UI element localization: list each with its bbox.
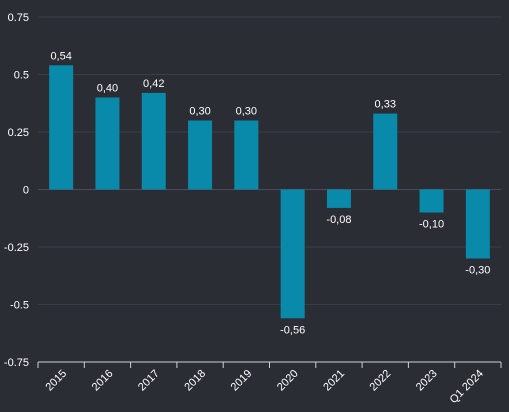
data-label: 0,33	[375, 99, 396, 111]
data-label: 0,42	[143, 78, 164, 90]
bar-2019	[234, 120, 259, 190]
x-tick-label: 2019	[229, 368, 255, 394]
data-label: -0,08	[326, 214, 351, 226]
bar-2022	[373, 113, 398, 190]
bar-q1-2024	[465, 189, 490, 259]
data-label: 0,30	[236, 106, 257, 118]
bar-2015	[49, 65, 74, 190]
y-tick-label: -0.75	[4, 357, 29, 369]
x-tick-label: 2023	[414, 368, 440, 394]
x-tick-label: 2021	[321, 368, 347, 394]
data-label: 0,40	[97, 83, 118, 95]
data-labels: 0,54 0,40 0,42 0,30 0,30 -0,56 -0,08 0,33 -0,10 -…	[50, 50, 490, 336]
data-label: -0,56	[280, 324, 305, 336]
y-tick-label: 0.25	[8, 127, 29, 139]
y-tick-label: -0.25	[4, 242, 29, 254]
bar-2017	[141, 92, 166, 190]
y-tick-label: -0.5	[10, 300, 29, 312]
bar-2023	[419, 189, 444, 213]
bar-2020	[280, 189, 305, 319]
data-label: 0,54	[50, 50, 71, 62]
bar-2016	[95, 97, 120, 190]
bar-2021	[326, 189, 351, 208]
y-tick-label: 0.5	[14, 70, 29, 82]
x-tick-label: 2015	[43, 368, 69, 394]
data-label: -0,10	[419, 219, 444, 231]
data-label: -0,30	[465, 265, 490, 277]
bars	[49, 65, 490, 319]
x-tick-label: 2022	[368, 368, 394, 394]
x-tick-label: 2017	[136, 368, 162, 394]
bar-2018	[188, 120, 213, 190]
x-tick-label: Q1 2024	[448, 368, 486, 406]
y-tick-label: 0	[23, 185, 29, 197]
y-tick-label: 0.75	[8, 12, 29, 24]
data-label: 0,30	[189, 106, 210, 118]
x-tick-label: 2018	[182, 368, 208, 394]
x-axis-tick-labels: 2015 2016 2017 2018 2019 2020 2021 2022 2023 Q1 2…	[43, 368, 485, 406]
x-tick-label: 2020	[275, 368, 301, 394]
x-axis	[37, 361, 502, 368]
y-axis-tick-labels: 0.75 0.5 0.25 0 -0.25 -0.5 -0.75	[4, 12, 29, 369]
x-tick-label: 2016	[90, 368, 116, 394]
